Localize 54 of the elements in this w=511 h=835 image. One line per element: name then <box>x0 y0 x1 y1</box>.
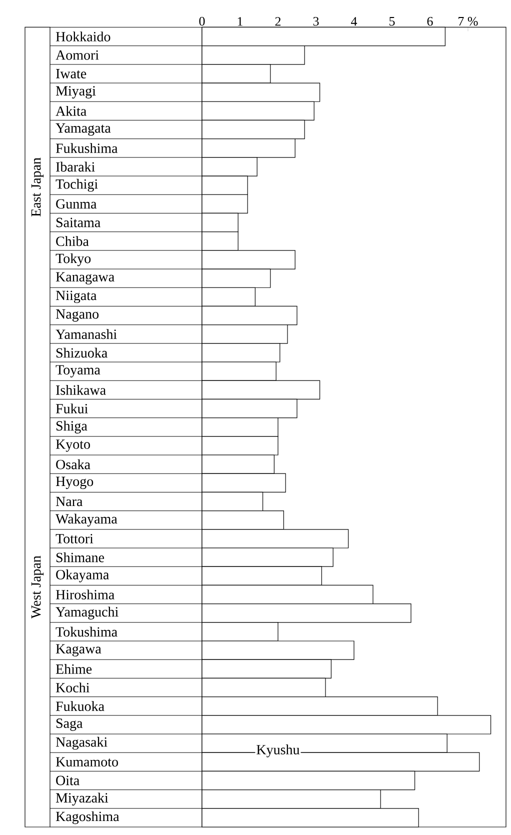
y-tick-label: Hokkaido <box>56 32 110 42</box>
y-tick-label: Hiroshima <box>56 590 114 600</box>
y-tick-label: Wakayama <box>56 514 118 526</box>
y-tick-label: Tokyo <box>56 253 91 266</box>
y-tick-label: Fukushima <box>56 143 118 154</box>
y-tick-label: Kyoto <box>56 440 90 452</box>
y-tick-label: Shizuoka <box>56 348 108 358</box>
y-tick-label: Akita <box>56 106 86 116</box>
y-tick-label: Tokushima <box>56 626 118 637</box>
y-tick-label: Miyagi <box>56 86 96 98</box>
x-tick-label: 3 <box>313 16 319 26</box>
y-tick-label: Osaka <box>56 459 90 470</box>
y-tick-label: Tottori <box>56 534 94 544</box>
y-tick-label: Kagawa <box>56 644 102 656</box>
y-tick-label: Kagoshima <box>56 811 120 824</box>
y-tick-label: Oita <box>56 776 80 786</box>
y-tick-label: Ibaraki <box>56 162 95 172</box>
y-tick-label: Shimane <box>56 552 104 562</box>
y-tick-label: Hyogo <box>56 476 94 490</box>
y-tick-label: Okayama <box>56 570 109 582</box>
x-tick-label: 0 <box>199 16 205 26</box>
x-tick-label: 7 % <box>458 16 478 26</box>
y-tick-label: Nara <box>56 496 83 506</box>
y-tick-label: Tochigi <box>56 178 98 192</box>
x-tick-label: 5 <box>389 17 395 26</box>
y-tick-label: Saitama <box>56 218 100 228</box>
y-tick-label: Fukui <box>56 404 88 414</box>
y-tick-label: Yamaguchi <box>56 606 118 620</box>
y-tick-label: Kumamoto <box>56 757 118 767</box>
y-tick-label: Gunma <box>56 199 97 209</box>
y-tick-label: Shiga <box>56 420 88 434</box>
y-tick-label: Iwate <box>56 69 86 78</box>
y-tick-label: Niigata <box>56 290 97 304</box>
y-tick-label: Chiba <box>56 236 89 246</box>
y-tick-label: Ishikawa <box>56 384 106 395</box>
y-tick-label: Kochi <box>56 682 90 692</box>
y-tick-label: Yamanashi <box>56 329 117 340</box>
y-tick-label: Fukuoka <box>56 701 104 712</box>
x-tick-label: 6 <box>427 16 433 26</box>
y-tick-label: Miyazaki <box>56 792 108 806</box>
y-tick-label: Nagano <box>56 309 99 322</box>
x-tick-label: 4 <box>350 17 358 26</box>
text: West Japan <box>31 556 44 619</box>
y-tick-label: Aomori <box>56 50 99 60</box>
y-tick-label: Ehime <box>56 664 92 674</box>
y-tick-label: Toyama <box>56 365 100 378</box>
text: East Japan <box>31 158 44 217</box>
annotation: Kyushu <box>256 744 300 758</box>
x-tick-label: 1 <box>238 17 242 26</box>
y-tick-label: Kanagawa <box>56 272 114 284</box>
y-tick-label: Yamagata <box>56 123 111 136</box>
y-tick-label: Saga <box>56 718 83 731</box>
x-tick-label: 2 <box>275 17 281 26</box>
y-tick-label: Nagasaki <box>56 736 108 750</box>
